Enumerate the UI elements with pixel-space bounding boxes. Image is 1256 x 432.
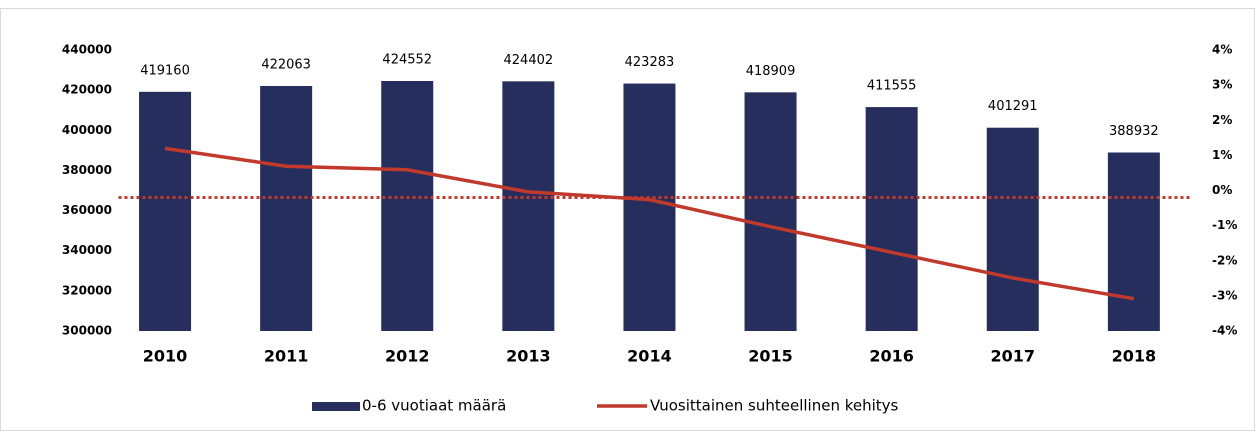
x-tick-label: 2015 xyxy=(748,347,793,366)
y2-tick-label: -3% xyxy=(1212,288,1237,302)
x-tick-label: 2012 xyxy=(385,347,430,366)
x-tick-label: 2011 xyxy=(264,347,309,366)
y-tick-label: 320000 xyxy=(62,283,112,297)
y2-tick-label: -1% xyxy=(1212,218,1237,232)
bar xyxy=(381,81,434,331)
line-series xyxy=(164,146,1135,301)
y-tick-label: 400000 xyxy=(62,123,112,137)
x-tick-label: 2010 xyxy=(143,347,188,366)
legend-swatch xyxy=(312,402,360,411)
data-label: 388932 xyxy=(1109,124,1159,139)
y-tick-label: 300000 xyxy=(62,324,112,338)
y-tick-label: 420000 xyxy=(62,83,112,97)
x-tick-label: 2016 xyxy=(869,347,914,366)
y2-tick-label: 3% xyxy=(1212,78,1232,92)
y2-tick-label: 4% xyxy=(1212,43,1232,57)
data-label: 424402 xyxy=(504,53,554,68)
y-tick-label: 360000 xyxy=(62,203,112,217)
x-tick-label: 2013 xyxy=(506,347,551,366)
data-label: 424552 xyxy=(382,53,432,68)
bar xyxy=(1107,152,1160,331)
y2-tick-label: -2% xyxy=(1212,253,1237,267)
legend-label: Vuosittainen suhteellinen kehitys xyxy=(650,397,899,415)
data-label: 422063 xyxy=(261,58,311,73)
data-label: 411555 xyxy=(867,79,917,94)
data-label: 418909 xyxy=(746,64,796,79)
x-tick-label: 2014 xyxy=(627,347,672,366)
y2-tick-label: 1% xyxy=(1212,148,1232,162)
y-tick-label: 340000 xyxy=(62,243,112,257)
bar xyxy=(260,86,313,331)
bar xyxy=(502,81,555,332)
x-tick-label: 2017 xyxy=(990,347,1035,366)
y2-tick-label: -4% xyxy=(1212,324,1237,338)
bar xyxy=(986,127,1039,332)
y-tick-label: 380000 xyxy=(62,163,112,177)
y-tick-label: 440000 xyxy=(62,43,112,57)
bar xyxy=(623,83,676,331)
legend-label: 0-6 vuotiaat määrä xyxy=(362,397,506,415)
data-label: 419160 xyxy=(140,63,190,78)
y2-tick-label: 2% xyxy=(1212,113,1232,127)
x-tick-label: 2018 xyxy=(1112,347,1157,366)
bar xyxy=(139,91,192,331)
bar xyxy=(865,107,918,332)
y2-tick-label: 0% xyxy=(1212,183,1232,197)
bar xyxy=(744,92,797,332)
data-label: 401291 xyxy=(988,99,1038,114)
data-label: 423283 xyxy=(625,55,675,70)
